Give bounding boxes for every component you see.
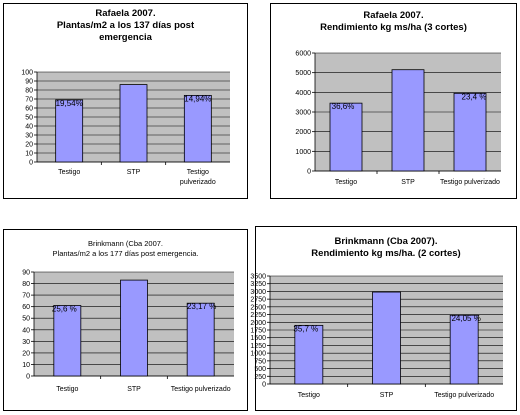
data-label: 23,17 % xyxy=(187,302,216,311)
y-tick-label: 0 xyxy=(307,169,311,176)
y-tick-label: 20 xyxy=(25,142,33,149)
y-tick-label: 1000 xyxy=(295,149,311,156)
y-tick-label: 0 xyxy=(26,374,30,381)
y-tick-label: 5000 xyxy=(295,70,311,77)
bar xyxy=(55,99,84,163)
y-tick-label: 80 xyxy=(22,281,30,288)
chart-panel-plantas-rafaela: Rafaela 2007. Plantas/m2 a los 137 días … xyxy=(3,3,248,199)
y-tick-label: 60 xyxy=(25,106,33,113)
y-tick-label: 3000 xyxy=(295,110,311,117)
chart-title-line: Rendimiento kg ms/ha (3 cortes) xyxy=(320,22,467,33)
chart-title-line: Brinkmann (Cba 2007). xyxy=(334,236,438,247)
y-tick-label: 500 xyxy=(254,366,266,373)
y-tick-label: 3250 xyxy=(250,281,266,288)
x-category-label: Testigo xyxy=(298,392,320,399)
data-label: 36,6% xyxy=(332,102,355,111)
bar xyxy=(329,102,363,172)
x-category-label: Testigo xyxy=(58,169,80,176)
y-tick-label: 70 xyxy=(25,97,33,104)
chart-panel-rendimiento-brinkmann: Brinkmann (Cba 2007). Rendimiento kg ms/… xyxy=(250,226,517,411)
chart-panel-plantas-brinkmann: Brinkmann (Cba 2007. Plantas/m2 a los 17… xyxy=(3,229,248,411)
bar xyxy=(119,84,148,163)
x-category-label: Testigo pulverizado xyxy=(171,386,231,393)
chart-title-line: emergencia xyxy=(99,32,152,43)
data-label: 24,05 % xyxy=(451,314,480,323)
data-label: 19,54% xyxy=(56,99,83,108)
chart-title-line: Plantas/m2 a los 137 días post xyxy=(56,20,195,31)
data-label: 35,7 % xyxy=(293,324,318,333)
y-tick-label: 30 xyxy=(25,133,33,140)
bar xyxy=(391,69,425,172)
data-label: 25,6 % xyxy=(52,305,77,314)
y-tick-label: 750 xyxy=(254,358,266,365)
y-tick-label: 3500 xyxy=(250,274,266,281)
y-tick-label: 2250 xyxy=(250,312,266,319)
bar-chart: 0 1000 2000 3000 4000 5000 6000 Testigo 36,6% STP… xyxy=(295,51,501,186)
y-tick-label: 60 xyxy=(22,304,30,311)
bar xyxy=(186,302,215,377)
chart-title: Brinkmann (Cba 2007. Plantas/m2 a los 17… xyxy=(4,239,247,259)
y-tick-label: 1500 xyxy=(250,335,266,342)
y-tick-label: 40 xyxy=(25,124,33,131)
y-tick-label: 80 xyxy=(25,88,33,95)
y-tick-label: 40 xyxy=(22,327,30,334)
chart-title-line: Plantas/m2 a los 177 días post emergenci… xyxy=(52,249,199,258)
y-tick-label: 20 xyxy=(22,350,30,357)
chart-title: Brinkmann (Cba 2007). Rendimiento kg ms/… xyxy=(256,236,516,260)
bar-chart: 0 10 20 30 40 50 60 70 80 90 Testigo 25,6 % STP Testi… xyxy=(22,270,234,393)
x-category-label: Testigo pulverizado xyxy=(434,392,494,399)
y-tick-label: 1000 xyxy=(250,351,266,358)
bar xyxy=(53,305,82,377)
bar xyxy=(453,92,487,172)
x-category-label: STP xyxy=(401,179,415,186)
y-tick-label: 3000 xyxy=(250,289,266,296)
x-category-label: Testigo pulverizado xyxy=(440,179,500,186)
y-tick-label: 1250 xyxy=(250,343,266,350)
chart-title-line: Rendimiento kg ms/ha. (2 cortes) xyxy=(311,248,461,259)
y-tick-label: 30 xyxy=(22,339,30,346)
data-label: 23,4 % xyxy=(462,92,487,101)
bar xyxy=(449,314,479,385)
y-tick-label: 0 xyxy=(262,382,266,389)
y-tick-label: 70 xyxy=(22,293,30,300)
y-tick-label: 10 xyxy=(22,362,30,369)
chart-panel-rendimiento-rafaela: Rafaela 2007. Rendimiento kg ms/ha (3 co… xyxy=(270,3,517,199)
y-tick-label: 2000 xyxy=(295,129,311,136)
y-tick-label: 100 xyxy=(21,70,33,77)
x-category-label: Testigo xyxy=(187,169,209,176)
chart-title-line: Rafaela 2007. xyxy=(363,10,424,21)
y-tick-label: 90 xyxy=(22,270,30,277)
x-category-label: pulverizado xyxy=(180,179,216,186)
x-category-label: Testigo xyxy=(335,179,357,186)
y-tick-label: 2000 xyxy=(250,320,266,327)
y-tick-label: 2750 xyxy=(250,297,266,304)
y-tick-label: 2500 xyxy=(250,304,266,311)
y-tick-label: 10 xyxy=(25,151,33,158)
y-tick-label: 1750 xyxy=(250,328,266,335)
y-tick-label: 90 xyxy=(25,79,33,86)
x-category-label: STP xyxy=(127,386,141,393)
x-category-label: STP xyxy=(380,392,394,399)
chart-title: Rafaela 2007. Rendimiento kg ms/ha (3 co… xyxy=(271,10,516,34)
x-category-label: Testigo xyxy=(56,386,78,393)
bar xyxy=(120,279,148,377)
bar xyxy=(372,291,401,385)
y-tick-label: 6000 xyxy=(295,51,311,58)
bar-chart: 0250500750100012501500175020002250250027… xyxy=(250,274,503,399)
y-tick-label: 50 xyxy=(22,316,30,323)
data-label: 14,94% xyxy=(184,94,211,103)
chart-title-line: Rafaela 2007. xyxy=(95,8,156,19)
chart-title-line: Brinkmann (Cba 2007. xyxy=(87,239,164,248)
y-tick-label: 250 xyxy=(254,374,266,381)
bar xyxy=(294,324,324,385)
y-tick-label: 50 xyxy=(25,115,33,122)
y-tick-label: 4000 xyxy=(295,90,311,97)
x-category-label: STP xyxy=(127,169,141,176)
y-tick-label: 0 xyxy=(29,160,33,167)
bar xyxy=(183,95,212,163)
chart-title: Rafaela 2007. Plantas/m2 a los 137 días … xyxy=(4,8,247,44)
bar-chart: 0 10 20 30 40 50 60 70 80 90 100 Testigo 19,54% STP Te… xyxy=(21,70,230,186)
